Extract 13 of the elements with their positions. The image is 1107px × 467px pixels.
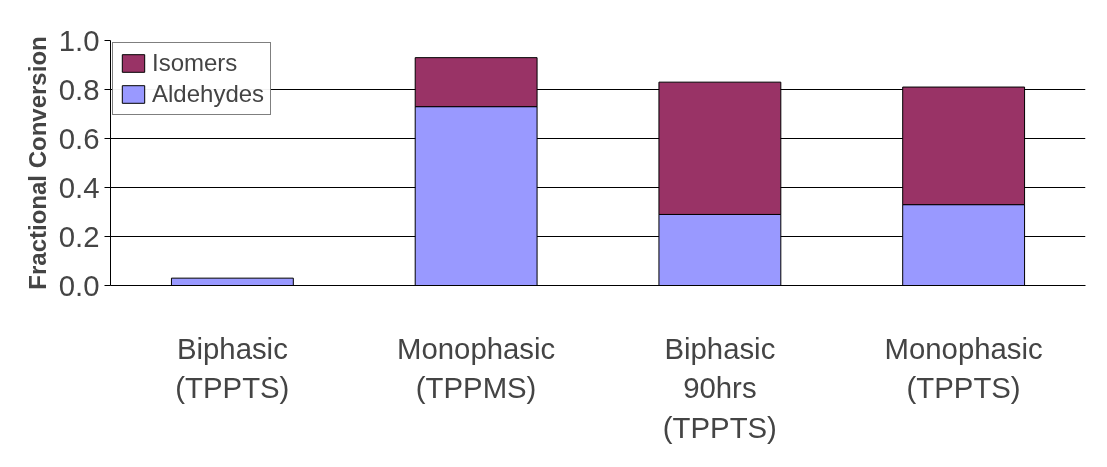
x-tick-label: Monophasic (TPPTS) bbox=[884, 331, 1043, 405]
y-tick-label: 0.0 bbox=[58, 268, 100, 302]
y-tick-label: 0.4 bbox=[58, 170, 100, 204]
y-tick-label: 0.6 bbox=[58, 121, 100, 155]
x-tick-label: Biphasic (TPPTS) bbox=[175, 331, 290, 405]
y-tick-label: 0.8 bbox=[58, 72, 100, 106]
legend-label: Aldehydes bbox=[152, 80, 265, 108]
y-tick-label: 1.0 bbox=[58, 23, 100, 57]
x-tick-label: Monophasic (TPPMS) bbox=[397, 331, 556, 405]
y-axis-title: Fractional Conversion bbox=[23, 36, 51, 290]
y-tick-label: 0.2 bbox=[58, 219, 100, 253]
legend-label: Isomers bbox=[152, 49, 238, 77]
x-tick-label: Biphasic 90hrs (TPPTS) bbox=[662, 331, 777, 444]
